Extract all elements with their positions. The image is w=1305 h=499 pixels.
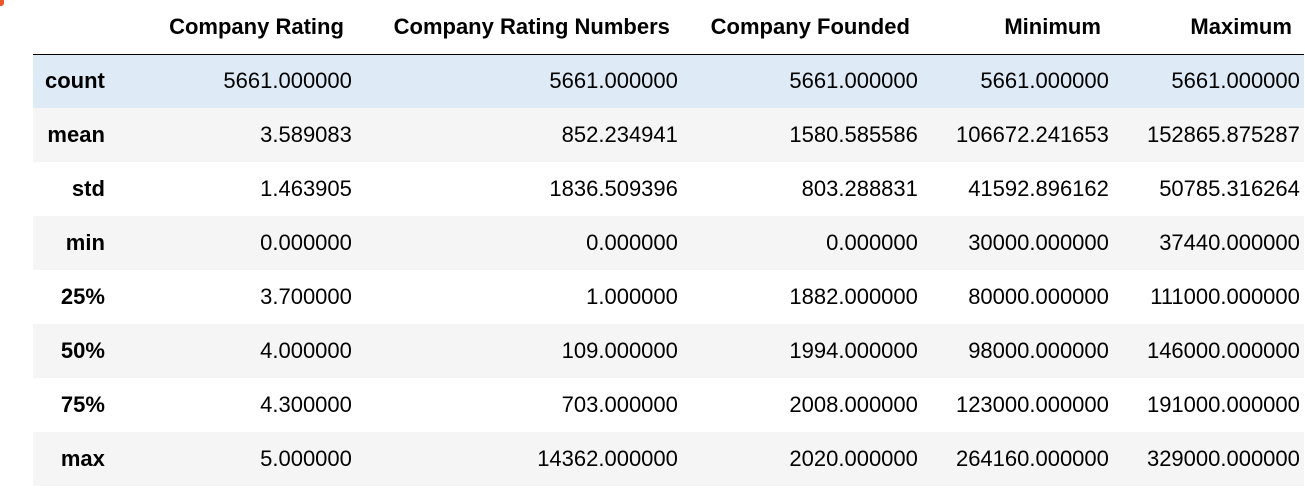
- table-cell: 4.300000: [260, 392, 352, 417]
- table-cell: 5661.000000: [223, 68, 352, 94]
- column-header: Maximum: [1112, 0, 1304, 55]
- table-cell: 1836.509396: [549, 176, 678, 201]
- table-cell: 803.288831: [801, 176, 918, 201]
- describe-table: Company Rating Company Rating Numbers Co…: [33, 0, 1304, 486]
- table-header: Company Rating Company Rating Numbers Co…: [33, 0, 1304, 55]
- table-cell: 5661.000000: [1171, 68, 1300, 94]
- table-cell: 146000.000000: [1146, 338, 1300, 363]
- table-cell: 1580.585586: [789, 122, 918, 147]
- column-header: Company Rating Numbers: [355, 0, 682, 55]
- table-cell: 1.000000: [586, 284, 678, 309]
- table-cell: 152865.875287: [1146, 122, 1300, 147]
- table-row: max 5.000000 14362.000000 2020.000000 26…: [33, 432, 1304, 486]
- table-cell: 123000.000000: [955, 392, 1109, 417]
- table-cell: 1994.000000: [789, 338, 918, 363]
- row-label: 50%: [60, 338, 105, 363]
- table-cell: 5661.000000: [549, 68, 678, 94]
- table-row: 50% 4.000000 109.000000 1994.000000 9800…: [33, 324, 1304, 378]
- table-cell: 14362.000000: [537, 446, 678, 471]
- table-row: std 1.463905 1836.509396 803.288831 4159…: [33, 162, 1304, 216]
- table-cell: 2020.000000: [789, 446, 918, 471]
- row-label: mean: [47, 122, 105, 147]
- table-cell: 80000.000000: [968, 284, 1109, 309]
- table-row: 25% 3.700000 1.000000 1882.000000 80000.…: [33, 270, 1304, 324]
- table-cell: 50785.316264: [1159, 176, 1300, 201]
- row-label: std: [71, 176, 105, 201]
- row-label: max: [60, 446, 105, 471]
- row-label: 25%: [60, 284, 105, 309]
- table-cell: 37440.000000: [1159, 230, 1300, 255]
- table-cell: 41592.896162: [968, 176, 1109, 201]
- table-cell: 3.589083: [260, 122, 352, 147]
- table-cell: 2008.000000: [789, 392, 918, 417]
- table-body: count 5661.000000 5661.000000 5661.00000…: [33, 54, 1304, 486]
- table-cell: 98000.000000: [968, 338, 1109, 363]
- index-header: [33, 0, 117, 55]
- table-cell: 1.463905: [260, 176, 352, 201]
- table-cell: 4.000000: [260, 338, 352, 363]
- table-row: mean 3.589083 852.234941 1580.585586 106…: [33, 108, 1304, 162]
- table-cell: 1882.000000: [789, 284, 918, 309]
- table-cell: 703.000000: [561, 392, 678, 417]
- table-cell: 106672.241653: [955, 122, 1109, 147]
- table-cell: 852.234941: [561, 122, 678, 147]
- table-cell: 5661.000000: [980, 68, 1109, 94]
- table-cell: 5.000000: [260, 446, 352, 471]
- header-row: Company Rating Company Rating Numbers Co…: [33, 0, 1304, 55]
- row-label: 75%: [60, 392, 105, 417]
- column-header: Company Founded: [681, 0, 922, 55]
- table-cell: 191000.000000: [1146, 392, 1300, 417]
- table-cell: 0.000000: [826, 230, 918, 255]
- row-label: count: [45, 68, 105, 94]
- table-cell: 0.000000: [586, 230, 678, 255]
- table-cell: 264160.000000: [955, 446, 1109, 471]
- table-cell: 5661.000000: [789, 68, 918, 94]
- cell-marker: [0, 0, 4, 6]
- column-header: Company Rating: [116, 0, 356, 55]
- table-cell: 3.700000: [260, 284, 352, 309]
- column-header: Minimum: [921, 0, 1113, 55]
- table-row: min 0.000000 0.000000 0.000000 30000.000…: [33, 216, 1304, 270]
- table-row: 75% 4.300000 703.000000 2008.000000 1230…: [33, 378, 1304, 432]
- table-cell: 30000.000000: [968, 230, 1109, 255]
- table-cell: 109.000000: [561, 338, 678, 363]
- table-cell: 111000.000000: [1150, 284, 1300, 309]
- table-cell: 0.000000: [260, 230, 352, 255]
- table-cell: 329000.000000: [1146, 446, 1300, 471]
- table-row: count 5661.000000 5661.000000 5661.00000…: [33, 54, 1304, 108]
- row-label: min: [65, 230, 105, 255]
